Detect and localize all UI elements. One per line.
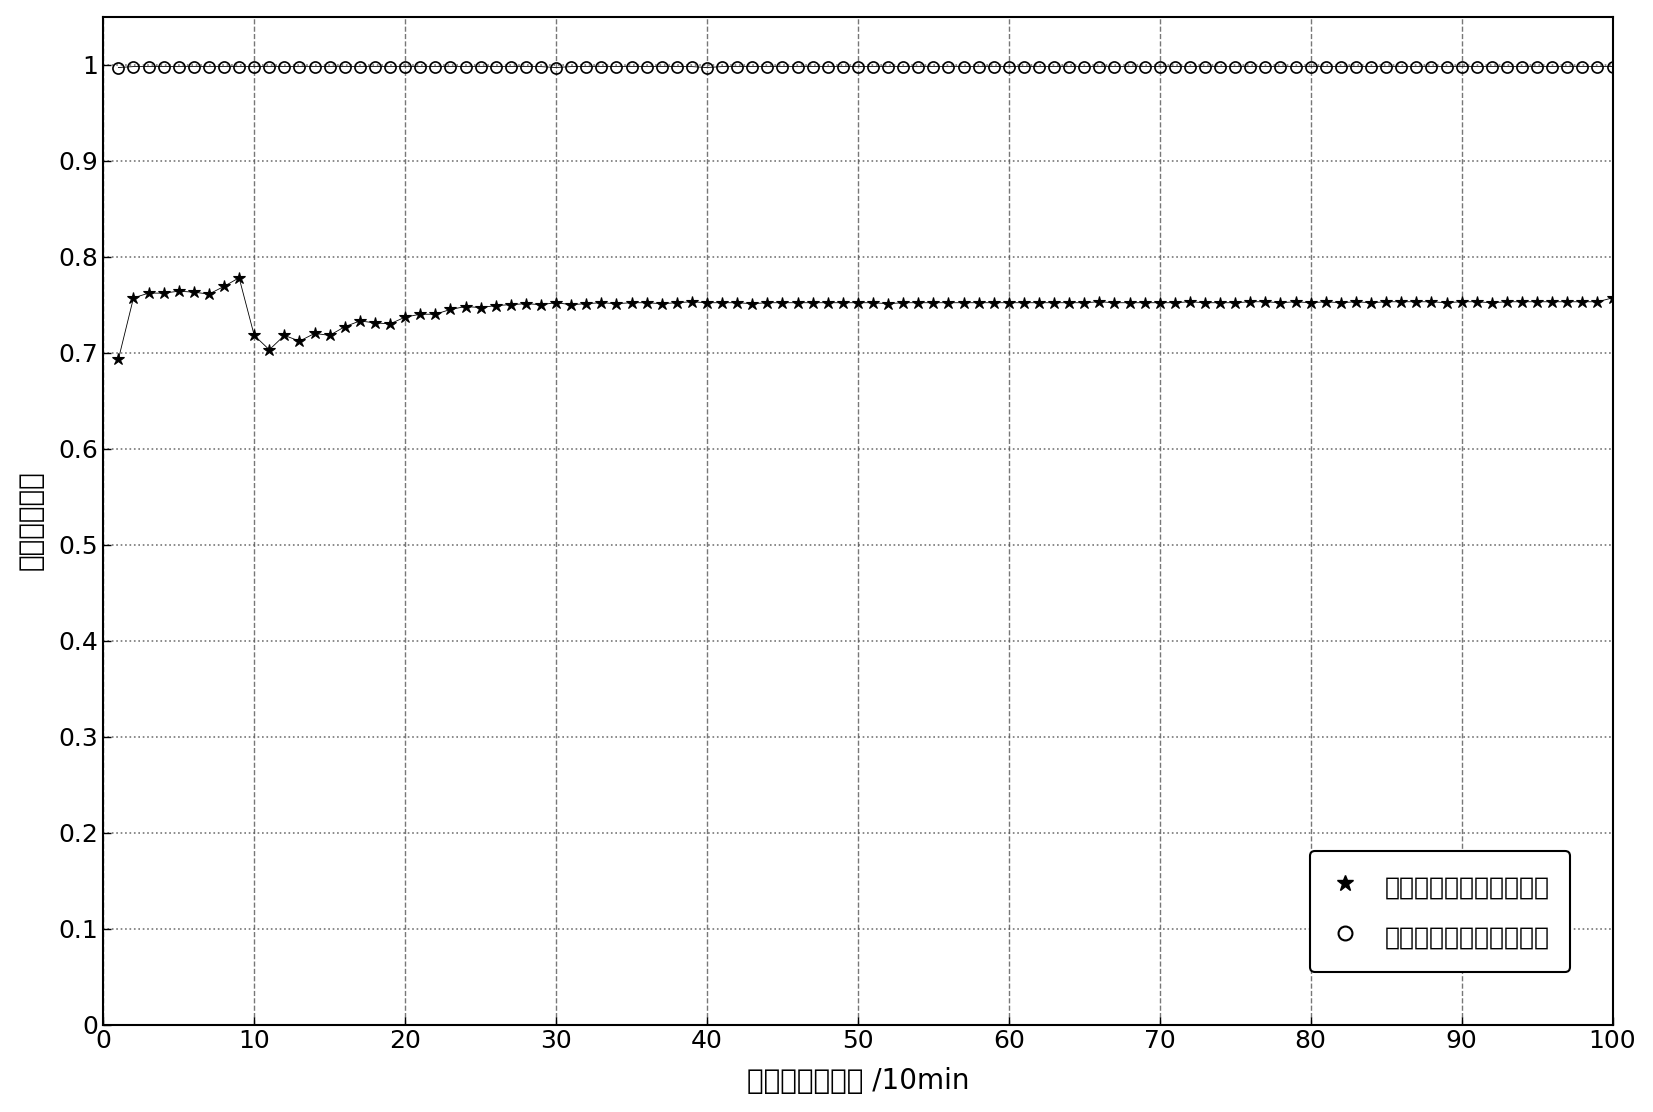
Y-axis label: 切换成功概率: 切换成功概率 [17, 470, 45, 570]
X-axis label: 用户的移动时间 /10min: 用户的移动时间 /10min [747, 1068, 969, 1095]
Legend: 原切换决策下的统计结果, 现切换决策下的统计结果: 原切换决策下的统计结果, 现切换决策下的统计结果 [1309, 851, 1570, 972]
